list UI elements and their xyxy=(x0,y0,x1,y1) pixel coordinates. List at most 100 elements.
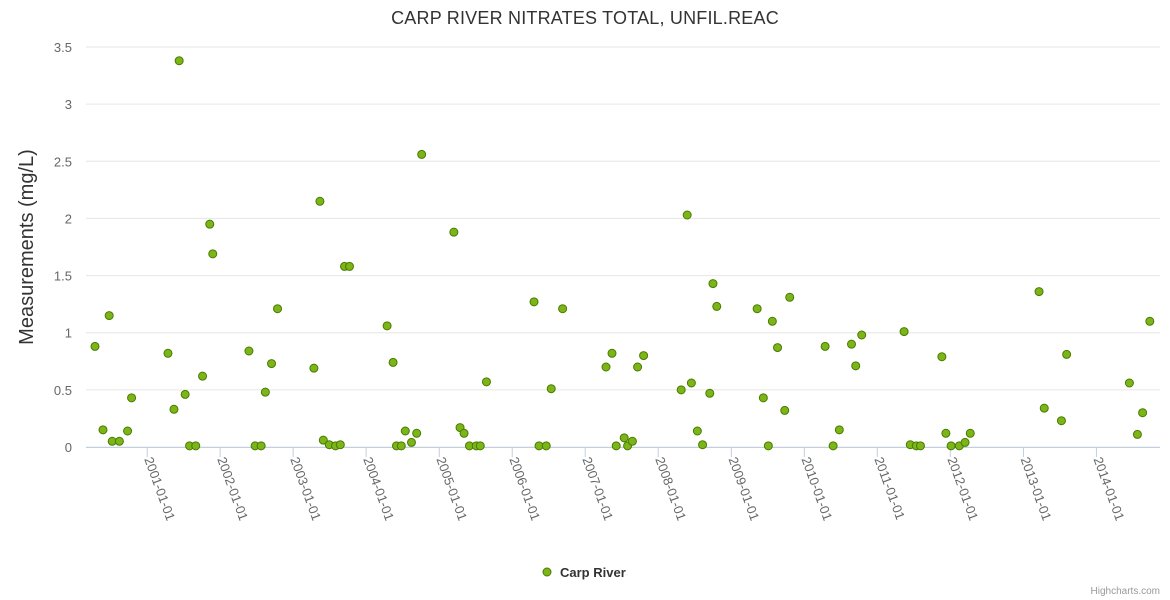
data-point[interactable] xyxy=(244,346,254,356)
x-tick-label: 2004-01-01 xyxy=(360,455,397,523)
data-point[interactable] xyxy=(763,441,773,451)
data-point[interactable] xyxy=(345,261,355,271)
data-point[interactable] xyxy=(198,371,208,381)
data-point[interactable] xyxy=(941,428,951,438)
data-point[interactable] xyxy=(1034,287,1044,297)
data-point[interactable] xyxy=(267,359,277,369)
data-point[interactable] xyxy=(114,436,124,446)
data-point[interactable] xyxy=(682,210,692,220)
data-point[interactable] xyxy=(686,378,696,388)
data-point[interactable] xyxy=(627,436,637,446)
data-point[interactable] xyxy=(960,437,970,447)
data-point[interactable] xyxy=(1124,378,1134,388)
data-point[interactable] xyxy=(541,441,551,451)
legend[interactable]: Carp River xyxy=(542,565,626,580)
data-point[interactable] xyxy=(705,388,715,398)
x-tick-label: 2012-01-01 xyxy=(944,455,981,523)
data-point[interactable] xyxy=(169,404,179,414)
data-point[interactable] xyxy=(558,304,568,314)
data-point[interactable] xyxy=(529,297,539,307)
data-point[interactable] xyxy=(1056,416,1066,426)
data-point[interactable] xyxy=(692,426,702,436)
data-point[interactable] xyxy=(607,348,617,358)
data-point[interactable] xyxy=(767,316,777,326)
data-point[interactable] xyxy=(611,441,621,451)
legend-symbol xyxy=(542,567,552,577)
data-point[interactable] xyxy=(698,440,708,450)
data-point[interactable] xyxy=(619,433,629,443)
data-point[interactable] xyxy=(851,361,861,371)
data-point[interactable] xyxy=(1039,403,1049,413)
data-point[interactable] xyxy=(639,351,649,361)
data-point[interactable] xyxy=(785,292,795,302)
data-point[interactable] xyxy=(90,341,100,351)
data-point[interactable] xyxy=(1138,408,1148,418)
data-point[interactable] xyxy=(481,377,491,387)
data-point[interactable] xyxy=(1145,316,1155,326)
legend-item-carp-river[interactable]: Carp River xyxy=(560,565,626,580)
x-tick-label: 2001-01-01 xyxy=(141,455,178,523)
data-point[interactable] xyxy=(773,343,783,353)
data-point[interactable] xyxy=(828,441,838,451)
data-point[interactable] xyxy=(309,363,319,373)
x-tick-label: 2009-01-01 xyxy=(726,455,763,523)
data-point[interactable] xyxy=(417,149,427,159)
data-point[interactable] xyxy=(335,440,345,450)
data-point[interactable] xyxy=(273,304,283,314)
data-point[interactable] xyxy=(396,441,406,451)
data-point[interactable] xyxy=(127,393,137,403)
data-point[interactable] xyxy=(633,362,643,372)
data-point[interactable] xyxy=(318,435,328,445)
data-point[interactable] xyxy=(163,348,173,358)
data-point[interactable] xyxy=(780,405,790,415)
data-point[interactable] xyxy=(388,357,398,367)
data-point[interactable] xyxy=(708,279,718,289)
x-tick-label: 2010-01-01 xyxy=(799,455,836,523)
x-tick-label: 2014-01-01 xyxy=(1091,455,1128,523)
data-point[interactable] xyxy=(937,352,947,362)
data-point[interactable] xyxy=(449,227,459,237)
data-point[interactable] xyxy=(315,196,325,206)
data-point[interactable] xyxy=(104,311,114,321)
data-point[interactable] xyxy=(946,441,956,451)
data-point[interactable] xyxy=(123,426,133,436)
data-point[interactable] xyxy=(98,425,108,435)
data-point[interactable] xyxy=(857,330,867,340)
data-point[interactable] xyxy=(400,426,410,436)
data-point[interactable] xyxy=(382,321,392,331)
data-point[interactable] xyxy=(847,339,857,349)
data-point[interactable] xyxy=(412,428,422,438)
data-point[interactable] xyxy=(758,393,768,403)
data-point[interactable] xyxy=(965,428,975,438)
data-point[interactable] xyxy=(406,437,416,447)
x-tick-label: 2013-01-01 xyxy=(1018,455,1055,523)
data-point[interactable] xyxy=(174,56,184,66)
data-point[interactable] xyxy=(899,327,909,337)
x-tick-label: 2007-01-01 xyxy=(579,455,616,523)
data-point[interactable] xyxy=(820,341,830,351)
data-point[interactable] xyxy=(208,249,218,259)
data-point[interactable] xyxy=(676,385,686,395)
data-point[interactable] xyxy=(180,389,190,399)
data-point[interactable] xyxy=(601,362,611,372)
data-point[interactable] xyxy=(546,384,556,394)
data-point[interactable] xyxy=(459,428,469,438)
data-point[interactable] xyxy=(834,425,844,435)
series-points[interactable] xyxy=(90,56,1155,451)
data-point[interactable] xyxy=(205,219,215,229)
y-tick-label: 2 xyxy=(65,211,72,226)
data-point[interactable] xyxy=(915,441,925,451)
chart-title: CARP RIVER NITRATES TOTAL, UNFIL.REAC xyxy=(391,8,779,28)
credits[interactable]: Highcharts.com xyxy=(1091,586,1160,597)
data-point[interactable] xyxy=(256,441,266,451)
grid-lines xyxy=(86,46,1160,448)
data-point[interactable] xyxy=(752,304,762,314)
data-point[interactable] xyxy=(1062,349,1072,359)
data-point[interactable] xyxy=(475,441,485,451)
data-point[interactable] xyxy=(712,301,722,311)
data-point[interactable] xyxy=(260,387,270,397)
data-point[interactable] xyxy=(191,441,201,451)
y-axis-ticks: 0 0.5 1 1.5 2 2.5 3 3.5 xyxy=(54,40,72,455)
data-point[interactable] xyxy=(1132,429,1142,439)
